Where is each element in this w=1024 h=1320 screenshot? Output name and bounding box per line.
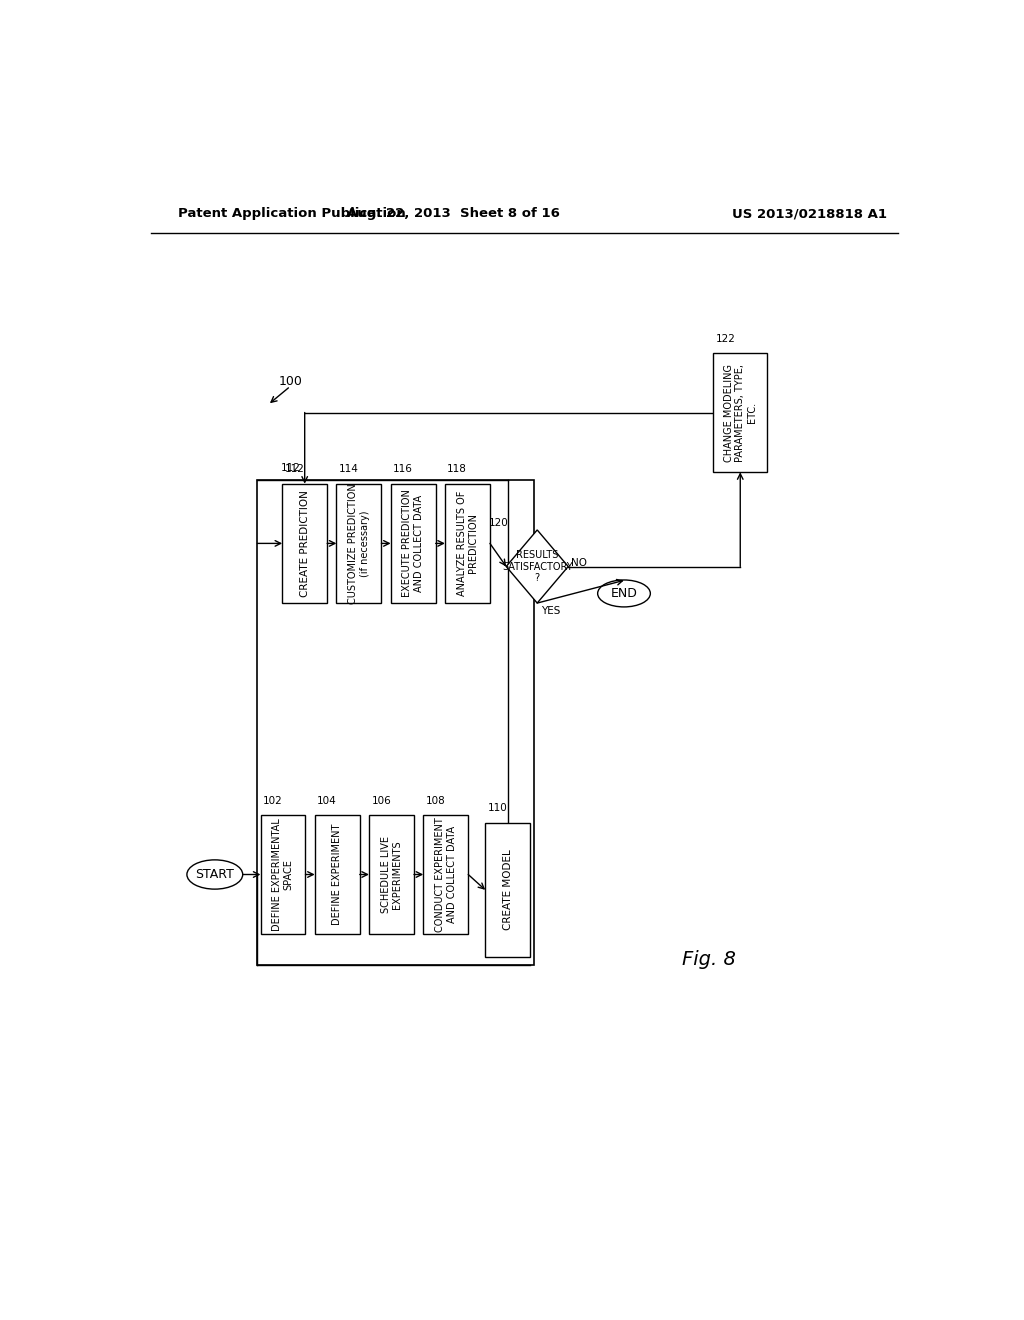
- Text: RESULTS
SATISFACTORY
?: RESULTS SATISFACTORY ?: [502, 550, 572, 583]
- Text: 112: 112: [281, 463, 301, 474]
- Text: 102: 102: [263, 796, 283, 805]
- Text: DEFINE EXPERIMENTAL
SPACE: DEFINE EXPERIMENTAL SPACE: [272, 818, 294, 931]
- Text: END: END: [610, 587, 637, 601]
- Text: CONDUCT EXPERIMENT
AND COLLECT DATA: CONDUCT EXPERIMENT AND COLLECT DATA: [435, 817, 457, 932]
- Text: Fig. 8: Fig. 8: [682, 949, 736, 969]
- Text: CREATE PREDICTION: CREATE PREDICTION: [300, 490, 309, 597]
- Text: US 2013/0218818 A1: US 2013/0218818 A1: [732, 207, 888, 220]
- FancyBboxPatch shape: [260, 814, 305, 935]
- FancyBboxPatch shape: [337, 483, 381, 603]
- Text: Patent Application Publication: Patent Application Publication: [178, 207, 407, 220]
- Text: 112: 112: [285, 465, 304, 474]
- Text: Aug. 22, 2013  Sheet 8 of 16: Aug. 22, 2013 Sheet 8 of 16: [347, 207, 560, 220]
- FancyBboxPatch shape: [423, 814, 468, 935]
- FancyBboxPatch shape: [314, 814, 359, 935]
- Text: 100: 100: [280, 375, 303, 388]
- Text: 110: 110: [487, 804, 507, 813]
- Text: START: START: [196, 869, 234, 880]
- Text: 118: 118: [447, 465, 467, 474]
- FancyBboxPatch shape: [369, 814, 414, 935]
- FancyBboxPatch shape: [391, 483, 435, 603]
- Text: ANALYZE RESULTS OF
PREDICTION: ANALYZE RESULTS OF PREDICTION: [457, 491, 478, 597]
- Ellipse shape: [187, 859, 243, 890]
- Text: 120: 120: [489, 519, 509, 528]
- Text: NO: NO: [570, 558, 587, 569]
- FancyBboxPatch shape: [485, 822, 530, 957]
- Text: 108: 108: [426, 796, 445, 805]
- FancyBboxPatch shape: [283, 483, 328, 603]
- Ellipse shape: [598, 579, 650, 607]
- FancyBboxPatch shape: [445, 483, 489, 603]
- Text: YES: YES: [541, 606, 560, 616]
- Text: 122: 122: [716, 334, 735, 343]
- Polygon shape: [506, 529, 568, 603]
- Text: CREATE MODEL: CREATE MODEL: [503, 850, 513, 931]
- Text: 104: 104: [317, 796, 337, 805]
- Text: 106: 106: [372, 796, 391, 805]
- Text: 114: 114: [339, 465, 358, 474]
- Text: DEFINE EXPERIMENT: DEFINE EXPERIMENT: [332, 824, 342, 925]
- Text: CUSTOMIZE PREDICTION
(if necessary): CUSTOMIZE PREDICTION (if necessary): [348, 483, 370, 603]
- Text: 116: 116: [393, 465, 413, 474]
- Text: CHANGE MODELING
PARAMETERS, TYPE,
ETC.: CHANGE MODELING PARAMETERS, TYPE, ETC.: [724, 363, 757, 462]
- Text: SCHEDULE LIVE
EXPERIMENTS: SCHEDULE LIVE EXPERIMENTS: [381, 836, 402, 913]
- FancyBboxPatch shape: [713, 352, 767, 473]
- Text: EXECUTE PREDICTION
AND COLLECT DATA: EXECUTE PREDICTION AND COLLECT DATA: [402, 490, 424, 598]
